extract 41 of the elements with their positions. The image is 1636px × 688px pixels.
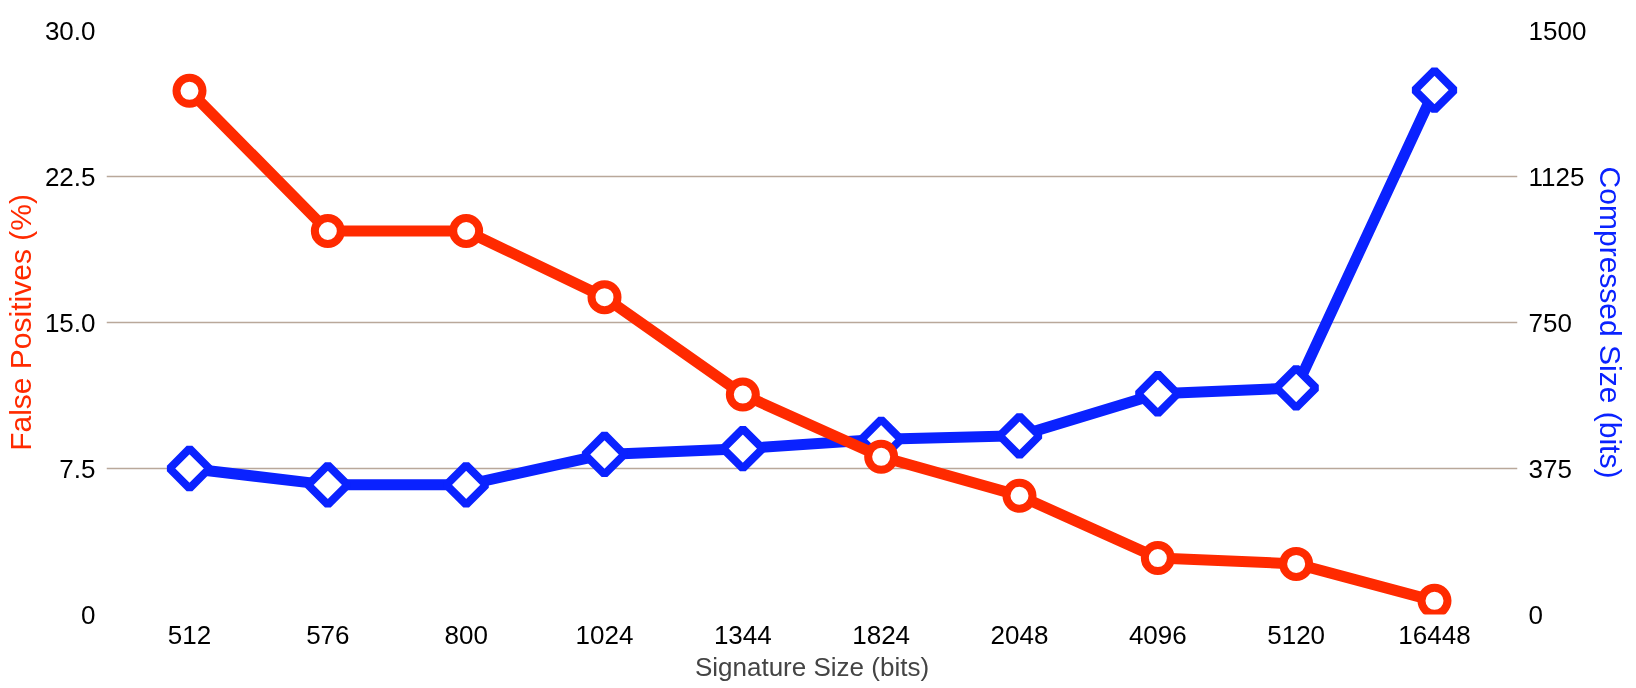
x-tick-label: 512 <box>167 619 212 650</box>
point <box>587 280 622 315</box>
y2-tick-label: 1500 <box>1528 15 1587 46</box>
y-tick-label: 22.5 <box>44 161 96 192</box>
point <box>449 214 484 248</box>
point <box>1140 541 1175 576</box>
point <box>1272 364 1320 412</box>
y-tick-label: 30.0 <box>44 15 96 46</box>
y2-tick-label: 1125 <box>1528 161 1585 192</box>
y2-tick-label: 375 <box>1528 453 1572 484</box>
point <box>1134 369 1182 418</box>
point <box>1417 583 1452 615</box>
x-tick-label: 16448 <box>1398 619 1471 650</box>
x-tick-label: 2048 <box>990 619 1049 650</box>
point <box>172 73 207 108</box>
point <box>864 439 899 474</box>
x-tick-label: 1344 <box>713 619 772 650</box>
y-tick-label: 7.5 <box>59 453 96 484</box>
y-tick-label: 0 <box>81 599 96 630</box>
x-axis-title: Signature Size (bits) <box>694 651 930 682</box>
y2-tick-label: 0 <box>1528 599 1543 630</box>
x-tick-label: 1824 <box>852 619 911 650</box>
y-tick-label: 15.0 <box>44 307 96 338</box>
y2-axis-title: Compressed Size (bits) <box>1594 166 1628 479</box>
point <box>304 461 352 509</box>
x-tick-label: 800 <box>444 619 488 650</box>
point <box>1410 66 1459 114</box>
point <box>442 461 490 509</box>
point <box>725 377 760 412</box>
point <box>580 430 629 479</box>
point <box>165 444 214 493</box>
point <box>719 424 767 473</box>
point <box>310 214 345 248</box>
y2-tick-label: 750 <box>1528 307 1572 338</box>
x-tick-label: 4096 <box>1128 619 1187 650</box>
point <box>1279 546 1314 581</box>
y-axis-title: False Positives (%) <box>3 194 37 451</box>
x-tick-label: 5120 <box>1267 619 1326 650</box>
x-tick-label: 1024 <box>575 619 634 650</box>
x-tick-label: 576 <box>306 619 350 650</box>
point <box>1002 478 1037 513</box>
